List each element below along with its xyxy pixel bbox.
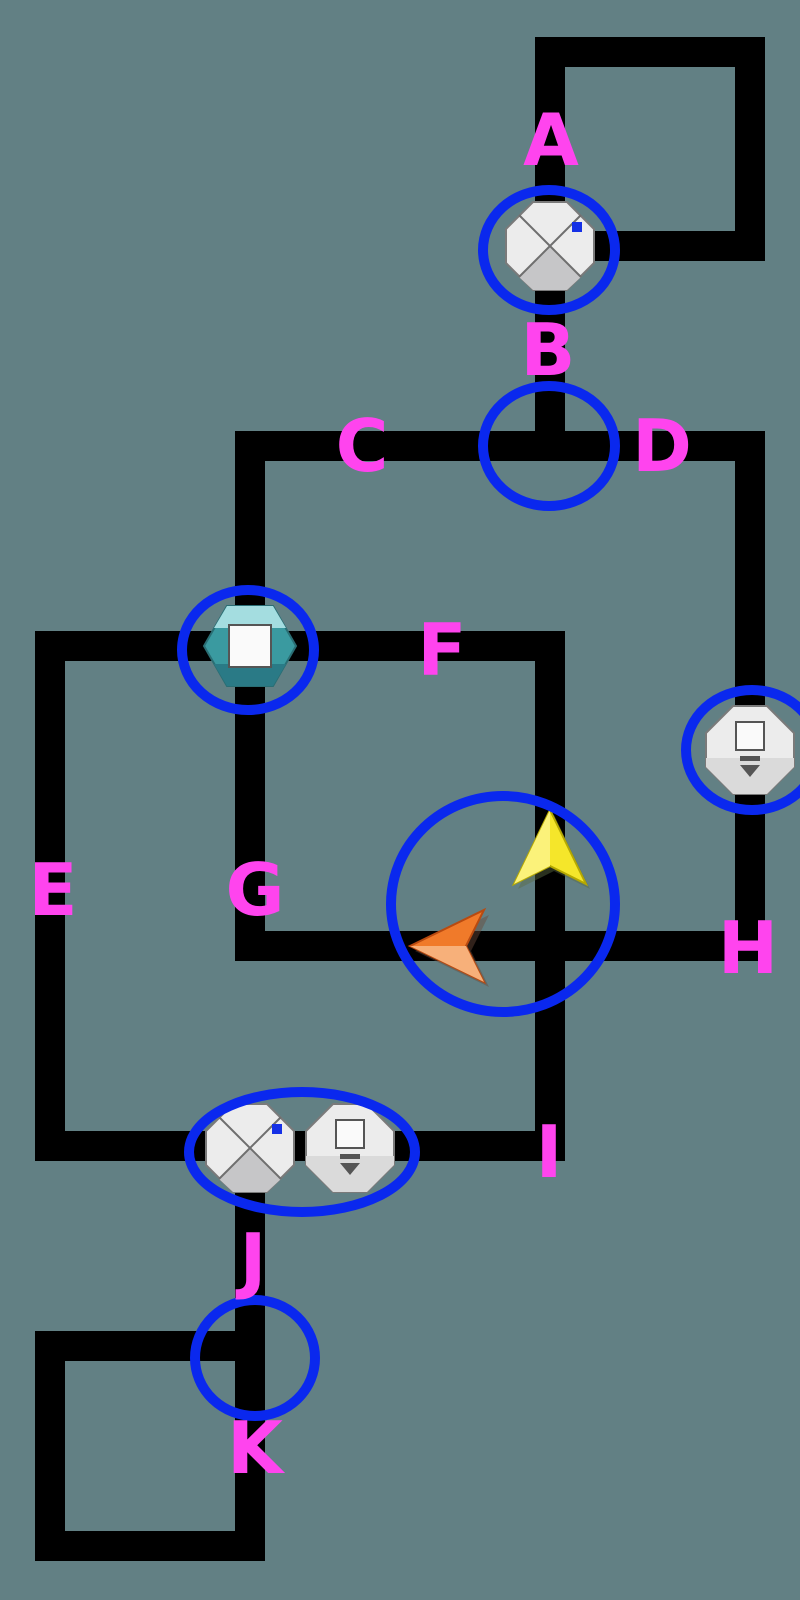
ring-exit-right xyxy=(681,685,800,815)
arrow-up-icon xyxy=(511,807,590,889)
ring-teal-piece xyxy=(177,585,319,715)
arrow-left-icon xyxy=(407,907,489,987)
label-i: I xyxy=(536,1110,563,1194)
label-j: J xyxy=(235,1218,267,1302)
track-lower-stem xyxy=(35,1131,265,1561)
exit-piece[interactable] xyxy=(705,705,795,795)
ring-bottom-pair xyxy=(184,1087,420,1217)
label-f: F xyxy=(417,608,466,692)
ring-arrows xyxy=(386,791,620,1017)
node-labels: A B C D E F G H I J K xyxy=(28,98,778,1490)
teal-hexagon-piece[interactable] xyxy=(202,605,298,687)
orange-arrow-piece[interactable] xyxy=(407,907,489,987)
track-middle-loop xyxy=(35,631,565,1161)
track-top-bar xyxy=(235,431,765,961)
label-c: C xyxy=(336,404,389,488)
ring-switch-top xyxy=(478,185,620,315)
octagon-arrow-down-icon xyxy=(305,1103,395,1193)
selection-rings xyxy=(177,185,800,1421)
exit-piece[interactable] xyxy=(305,1103,395,1193)
split-octagon-icon xyxy=(505,201,595,291)
hexagon-square-icon xyxy=(202,605,298,687)
switch-piece[interactable] xyxy=(505,201,595,291)
ring-junction-top xyxy=(478,381,620,511)
track-network xyxy=(35,37,765,1561)
track-inner-column xyxy=(235,631,765,961)
label-k: K xyxy=(227,1406,285,1490)
label-b: B xyxy=(521,308,576,392)
track-top-loop xyxy=(535,37,765,461)
split-octagon-icon xyxy=(205,1103,295,1193)
octagon-arrow-down-icon xyxy=(705,705,795,795)
label-h: H xyxy=(718,906,778,990)
switch-piece[interactable] xyxy=(205,1103,295,1193)
yellow-arrow-piece[interactable] xyxy=(511,807,590,889)
label-e: E xyxy=(28,848,77,932)
label-d: D xyxy=(632,404,692,488)
label-g: G xyxy=(225,848,284,932)
label-a: A xyxy=(523,98,579,182)
ring-junction-bottom xyxy=(190,1295,320,1421)
